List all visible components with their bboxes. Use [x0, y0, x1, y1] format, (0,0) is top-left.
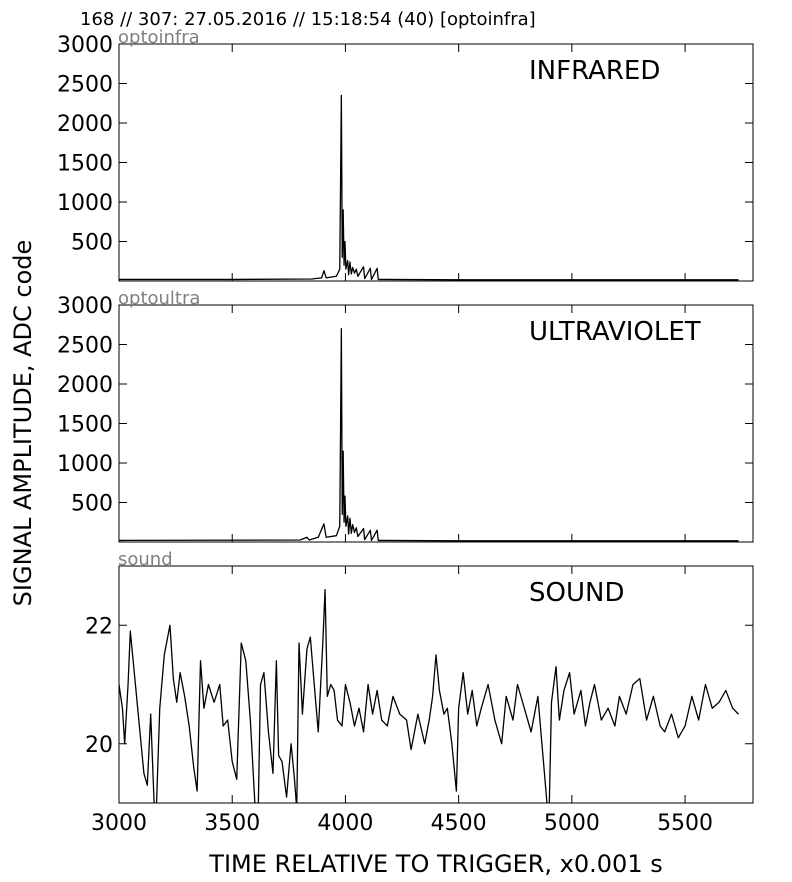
x-tick-label: 3000 — [91, 811, 147, 836]
header: 168 // 307: 27.05.2016 // 15:18:54 (40) … — [80, 9, 536, 30]
y-tick-label: 500 — [71, 492, 113, 517]
y-tick-label: 3000 — [57, 294, 113, 319]
panel-title: INFRARED — [529, 56, 660, 86]
panel-label: optoinfra — [118, 27, 200, 48]
x-tick-label: 4500 — [431, 811, 487, 836]
y-tick-label: 3000 — [57, 33, 113, 58]
data-line — [119, 589, 739, 803]
data-line — [119, 328, 739, 542]
y-tick-label: 20 — [85, 733, 113, 758]
x-tick-label: 5000 — [544, 811, 600, 836]
plot-frame — [118, 565, 754, 804]
x-axis-label: TIME RELATIVE TO TRIGGER, x0.001 s — [208, 850, 662, 878]
panel-label: sound — [118, 549, 173, 570]
x-tick-label: 5500 — [657, 811, 713, 836]
y-tick-label: 2500 — [57, 73, 113, 98]
x-tick-label: 4000 — [317, 811, 373, 836]
y-tick-label: 22 — [85, 614, 113, 639]
panel-label: optoultra — [118, 288, 200, 309]
x-tick-label: 3500 — [204, 811, 260, 836]
y-tick-label: 2000 — [57, 373, 113, 398]
y-tick-label: 2000 — [57, 112, 113, 137]
panel-title: ULTRAVIOLET — [529, 317, 701, 347]
y-tick-label: 1500 — [57, 413, 113, 438]
y-tick-label: 1000 — [57, 452, 113, 477]
y-axis-label: SIGNAL AMPLITUDE, ADC code — [9, 240, 37, 607]
panel-title: SOUND — [529, 578, 624, 608]
y-tick-label: 2500 — [57, 334, 113, 359]
y-tick-label: 1000 — [57, 191, 113, 216]
y-tick-label: 1500 — [57, 152, 113, 177]
data-line — [119, 94, 739, 281]
y-tick-label: 500 — [71, 231, 113, 256]
